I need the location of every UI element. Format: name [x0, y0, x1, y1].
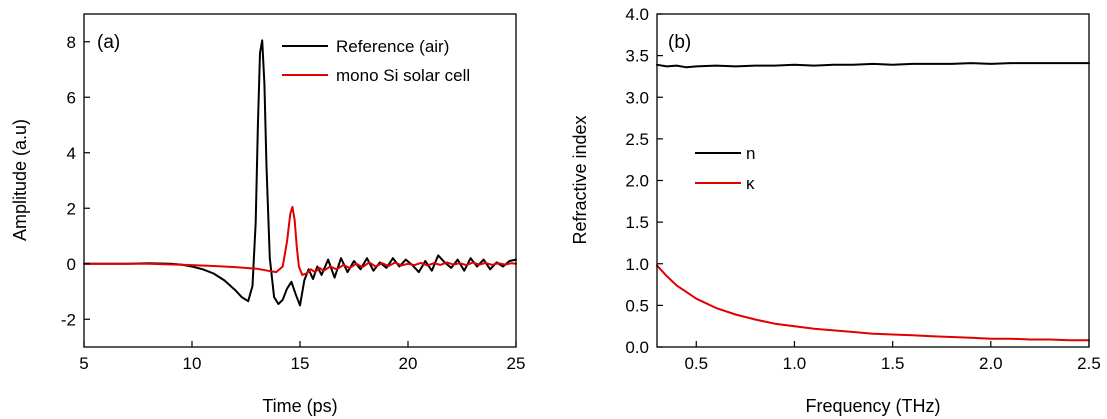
panel-b-y-tick-label: 3.5: [625, 47, 649, 66]
panel-a-x-tick-label: 20: [399, 354, 418, 373]
panel-b-x-tick-label: 1.0: [783, 354, 807, 373]
panel-a-plot-frame: [83, 13, 517, 348]
panel-b-y-tick-label: 2.0: [625, 172, 649, 191]
panel-b-series-layer: [656, 62, 1090, 342]
panel-a-series-layer: [83, 39, 517, 307]
panel-b-x-tick-label: 1.5: [881, 354, 905, 373]
panel-a-x-tick-label: 25: [507, 354, 526, 373]
panel-a-legend-label-mono-si: mono Si solar cell: [336, 66, 470, 85]
panel-b-series-n-line: [656, 62, 1090, 69]
panel-a-y-tick-label: -2: [61, 310, 76, 329]
panel-a-ticks: 5 10 15 20 25 -2 0 2 4 6 8: [61, 33, 526, 373]
panel-b-y-tick-label: 0.0: [625, 338, 649, 357]
panel-a-legend-label-reference: Reference (air): [336, 37, 449, 56]
panel-b-legend-label-kappa: κ: [746, 174, 755, 193]
panel-a-x-tick-label: 5: [79, 354, 88, 373]
panel-a-series-mono-si-solar-cell-line: [83, 205, 517, 276]
panel-b-y-tick-label: 1.5: [625, 213, 649, 232]
panel-b-x-tick-label: 2.0: [979, 354, 1003, 373]
panel-a-y-tick-label: 6: [67, 88, 76, 107]
panel-b-y-tick-label: 0.5: [625, 296, 649, 315]
panel-a-x-tick-label: 15: [291, 354, 310, 373]
panel-a-x-axis-label: Time (ps): [262, 396, 337, 416]
panel-b-x-tick-label: 2.5: [1077, 354, 1101, 373]
panel-b-chart: 0.5 1.0 1.5 2.0 2.5 0.0 0.5 1.0 1.5 2.0 2.5 3.0 3.5 4…: [570, 5, 1101, 416]
panel-a-y-tick-label: 0: [67, 255, 76, 274]
panel-b-y-tick-label: 1.0: [625, 255, 649, 274]
panel-b-x-axis-label: Frequency (THz): [805, 396, 940, 416]
panel-b-y-tick-label: 2.5: [625, 130, 649, 149]
panel-a-y-axis-label: Amplitude (a.u): [10, 119, 30, 241]
panel-a-y-tick-label: 2: [67, 199, 76, 218]
panel-b-y-tick-label: 3.0: [625, 88, 649, 107]
panel-a-series-reference-air-line: [83, 39, 517, 307]
panel-a-chart: 5 10 15 20 25 -2 0 2 4 6 8 (a) Time (ps) Amplitude…: [10, 13, 526, 416]
panel-b-ticks: 0.5 1.0 1.5 2.0 2.5 0.0 0.5 1.0 1.5 2.0 2.5 3.0 3.5 4…: [625, 5, 1100, 373]
panel-b-y-axis-label: Refractive index: [570, 115, 590, 244]
panel-b-label: (b): [668, 32, 691, 53]
panel-b-x-tick-label: 0.5: [684, 354, 708, 373]
panel-b-y-tick-label: 4.0: [625, 5, 649, 24]
panel-a-label: (a): [97, 32, 120, 53]
panel-a-x-tick-label: 10: [183, 354, 202, 373]
panel-a-legend: Reference (air) mono Si solar cell: [282, 37, 470, 85]
panel-a-y-tick-label: 4: [67, 144, 76, 163]
panel-a-y-tick-label: 8: [67, 33, 76, 52]
panel-b-legend-label-n: n: [746, 144, 755, 163]
panel-b-legend: n κ: [695, 144, 755, 193]
panel-b-series-kappa-line: [656, 264, 1090, 342]
